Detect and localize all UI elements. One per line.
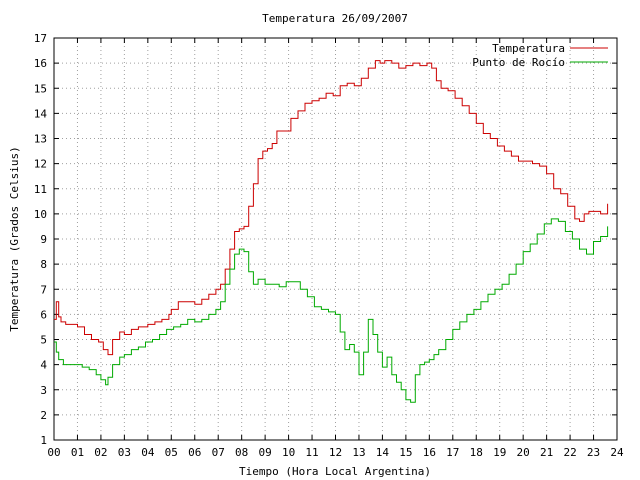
y-tick-label: 14 — [34, 107, 48, 120]
x-tick-label: 17 — [446, 446, 459, 459]
x-tick-label: 05 — [165, 446, 178, 459]
legend: Temperatura Punto de Rocío — [472, 42, 608, 69]
x-tick-label: 21 — [540, 446, 553, 459]
x-tick-label: 02 — [94, 446, 107, 459]
y-tick-label: 5 — [40, 334, 47, 347]
x-axis-title: Tiempo (Hora Local Argentina) — [239, 465, 431, 478]
axis-ticks — [53, 37, 618, 441]
series-line-temperatura — [54, 60, 609, 356]
y-tick-label: 6 — [40, 308, 47, 321]
legend-label-punto-de-rocio: Punto de Rocío — [472, 56, 565, 69]
x-tick-label: 09 — [259, 446, 272, 459]
y-tick-label: 10 — [34, 208, 47, 221]
y-tick-label: 2 — [40, 409, 47, 422]
y-tick-label: 16 — [34, 57, 47, 70]
x-tick-label: 03 — [118, 446, 131, 459]
x-tick-labels: 00 01 02 03 04 05 06 07 08 09 10 11 12 13 14 15 16 17 18 19… — [47, 446, 624, 459]
y-tick-label: 11 — [34, 183, 47, 196]
y-tick-label: 17 — [34, 32, 47, 45]
y-tick-label: 1 — [40, 434, 47, 447]
x-tick-label: 24 — [610, 446, 624, 459]
x-tick-label: 00 — [47, 446, 60, 459]
y-tick-label: 13 — [34, 133, 47, 146]
y-tick-label: 7 — [40, 283, 47, 296]
x-tick-label: 16 — [423, 446, 436, 459]
x-tick-label: 01 — [71, 446, 84, 459]
x-tick-label: 15 — [399, 446, 412, 459]
x-tick-label: 04 — [141, 446, 155, 459]
x-tick-label: 07 — [212, 446, 225, 459]
series-line-punto-de-rocio — [54, 218, 609, 403]
x-tick-label: 14 — [376, 446, 390, 459]
x-tick-label: 06 — [188, 446, 201, 459]
y-tick-label: 4 — [40, 359, 47, 372]
x-tick-label: 12 — [329, 446, 342, 459]
y-tick-label: 12 — [34, 158, 47, 171]
x-tick-label: 10 — [282, 446, 295, 459]
x-tick-label: 19 — [493, 446, 506, 459]
y-tick-label: 15 — [34, 82, 47, 95]
legend-label-temperatura: Temperatura — [492, 42, 565, 55]
y-tick-label: 9 — [40, 233, 47, 246]
y-tick-label: 8 — [40, 258, 47, 271]
y-axis-title: Temperatura (Grados Celsius) — [8, 146, 21, 331]
x-tick-label: 22 — [563, 446, 576, 459]
data-series — [54, 60, 609, 403]
x-tick-label: 18 — [470, 446, 483, 459]
x-tick-label: 20 — [517, 446, 530, 459]
grid-lines — [54, 38, 617, 440]
x-tick-label: 13 — [352, 446, 365, 459]
chart-title: Temperatura 26/09/2007 — [262, 12, 408, 25]
x-tick-label: 08 — [235, 446, 248, 459]
y-tick-label: 3 — [40, 384, 47, 397]
x-tick-label: 23 — [587, 446, 600, 459]
x-tick-label: 11 — [305, 446, 318, 459]
